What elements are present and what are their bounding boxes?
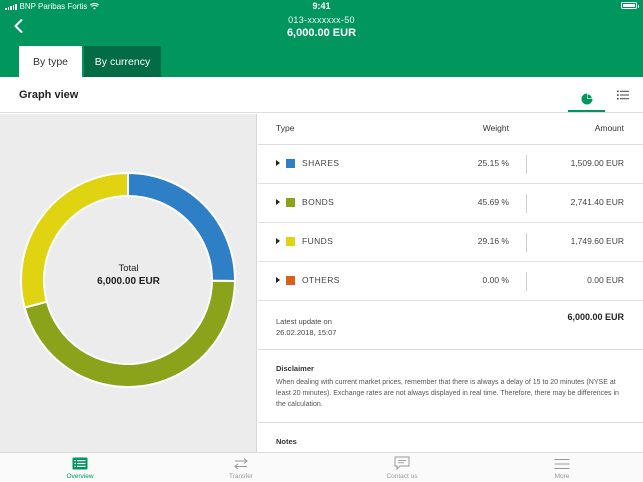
nav-label: Overview — [66, 473, 94, 480]
expand-caret-icon[interactable] — [276, 160, 280, 166]
table-row-bonds[interactable]: BONDS 45.69 % 2,741.40 EUR — [258, 184, 643, 223]
latest-update: Latest update on 26.02.2018, 15:07 — [276, 316, 396, 339]
wifi-icon — [90, 3, 100, 10]
nav-transfer[interactable]: Transfer — [161, 453, 321, 482]
category-weight: 0.00 % — [482, 275, 509, 285]
status-bar: BNP Paribas Fortis 9:41 — [0, 0, 643, 12]
disclaimer-title: Disclaimer — [276, 364, 314, 373]
expand-caret-icon[interactable] — [276, 238, 280, 244]
account-number: 013-xxxxxxx-50 — [288, 15, 355, 25]
latest-update-label: Latest update on — [276, 317, 332, 326]
nav-more[interactable]: More — [482, 453, 642, 482]
pie-view-toggle[interactable] — [568, 85, 605, 113]
back-button[interactable] — [10, 16, 26, 36]
account-balance: 6,000.00 EUR — [286, 27, 357, 39]
table-row-shares[interactable]: SHARES 25.15 % 1,509.00 EUR — [258, 145, 643, 184]
header-type: Type — [276, 123, 295, 133]
header-weight: Weight — [482, 123, 509, 133]
column-divider — [526, 194, 527, 213]
nav-label: Transfer — [229, 473, 253, 480]
active-view-indicator — [568, 110, 605, 112]
category-weight: 29.16 % — [477, 236, 509, 246]
legend-swatch-others — [286, 276, 295, 285]
category-name: OTHERS — [302, 275, 340, 285]
nav-label: Contact us — [386, 473, 418, 480]
donut-hole — [45, 197, 211, 363]
transfer-icon — [234, 458, 248, 470]
latest-update-row: Latest update on 26.02.2018, 15:07 6,000… — [258, 300, 643, 350]
notes-title: Notes — [276, 437, 297, 446]
graph-view-title: Graph view — [19, 89, 79, 101]
tab-by-type[interactable]: By type — [19, 46, 82, 77]
category-amount: 1,749.60 EUR — [570, 236, 624, 246]
clock: 9:41 — [312, 1, 331, 11]
table-row-funds[interactable]: FUNDS 29.16 % 1,749.60 EUR — [258, 223, 643, 262]
bottom-nav: Overview Transfer Contact us — [0, 452, 643, 482]
chat-icon — [394, 456, 410, 471]
battery-icon — [621, 2, 639, 9]
donut-total-value: 6,000.00 EUR — [97, 276, 160, 287]
category-name: FUNDS — [302, 236, 334, 246]
expand-caret-icon[interactable] — [276, 199, 280, 205]
expand-caret-icon[interactable] — [276, 277, 280, 283]
latest-update-time: 26.02.2018, 15:07 — [276, 328, 337, 338]
category-name: SHARES — [302, 158, 340, 168]
category-weight: 45.69 % — [477, 197, 509, 207]
nav-contact-us[interactable]: Contact us — [322, 453, 482, 482]
column-divider — [526, 272, 527, 291]
category-amount: 2,741.40 EUR — [570, 197, 624, 207]
donut-slice-funds — [20, 171, 129, 309]
signal-icon — [5, 3, 17, 10]
carrier-info: BNP Paribas Fortis — [5, 2, 100, 11]
nav-label: More — [554, 473, 570, 480]
category-name: BONDS — [302, 197, 335, 207]
menu-icon — [554, 458, 570, 469]
column-divider — [526, 233, 527, 252]
legend-swatch-bonds — [286, 198, 295, 207]
list-view-toggle[interactable] — [612, 85, 634, 105]
table-row-others[interactable]: OTHERS 0.00 % 0.00 EUR — [258, 262, 643, 301]
disclaimer-text: When dealing with current market prices,… — [276, 379, 619, 408]
table-header: Type Weight Amount — [258, 114, 643, 145]
chevron-left-icon — [14, 19, 22, 33]
legend-swatch-funds — [286, 237, 295, 246]
category-amount: 0.00 EUR — [587, 275, 624, 285]
category-amount: 1,509.00 EUR — [570, 158, 624, 168]
app-header: BNP Paribas Fortis 9:41 013-xxxxxxx-50 6… — [0, 0, 643, 77]
donut-total-label: Total — [118, 263, 139, 274]
chart-panel: Total 6,000.00 EUR — [0, 114, 257, 452]
list-icon — [617, 90, 629, 100]
table-total: 6,000.00 EUR — [567, 312, 624, 322]
carrier-name: BNP Paribas Fortis — [19, 2, 88, 11]
nav-overview[interactable]: Overview — [0, 453, 160, 482]
column-divider — [526, 155, 527, 174]
donut-chart — [20, 171, 237, 388]
disclaimer-section: Disclaimer When dealing with current mar… — [258, 350, 643, 423]
pie-chart-icon — [581, 93, 592, 105]
tab-by-currency[interactable]: By currency — [84, 46, 161, 77]
legend-swatch-shares — [286, 159, 295, 168]
allocation-table: Type Weight Amount SHARES 25.15 % 1,509.… — [258, 114, 643, 452]
category-weight: 25.15 % — [477, 158, 509, 168]
header-amount: Amount — [594, 123, 624, 133]
graph-view-bar: Graph view — [0, 77, 643, 113]
overview-icon — [72, 457, 88, 470]
